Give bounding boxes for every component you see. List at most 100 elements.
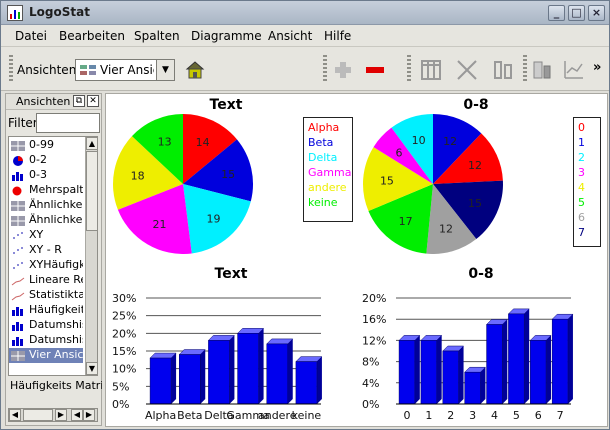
pie-icon [13,156,23,166]
scroll-down-icon[interactable]: ▼ [86,362,97,375]
dot-icon [12,186,22,196]
bar-chart-0-8: 0% 4% 8% 12% 16% 20% 0 1 2 3 4 5 6 7 [362,292,574,422]
bar-3 [464,371,481,405]
sidebar-item[interactable]: Vier Ansichten [9,348,83,363]
x-tick-label: 3 [469,409,476,422]
sidebar-item[interactable]: 0-2 [9,153,83,168]
add-icon[interactable] [331,59,355,81]
grid-icon [11,351,25,361]
pie-value-label: 19 [207,213,221,226]
toolbar-grip[interactable] [9,55,13,83]
pie-value-label: 12 [468,159,482,172]
toolbar-overflow-button[interactable]: » [593,60,602,75]
toolbar-grip-4[interactable] [523,55,527,83]
menu-hilfe[interactable]: Hilfe [324,29,352,43]
menu-spalten[interactable]: Spalten [134,29,180,43]
pie-slice-Beta [183,139,253,202]
sidebar-item[interactable]: Mehrspalten [9,183,83,198]
bar-side [436,335,442,404]
close-icon[interactable]: ✕ [87,95,99,107]
x-tick-label: keine [292,409,322,422]
app-logo-icon [7,5,23,21]
pie-slice-1 [433,114,482,184]
bar-side [200,349,206,404]
pie-value-label: 21 [152,218,166,231]
bar-andere [266,343,288,405]
bar-chart-view-icon[interactable] [531,59,555,81]
sidebar-item[interactable]: Lineare Regression [9,273,83,288]
sidebar-item[interactable]: Statistiktabelle [9,288,83,303]
bar-keine [295,361,318,405]
grid-icon [11,216,25,226]
scroll-left-icon[interactable]: ◀ [9,409,21,421]
table-columns-icon[interactable] [419,59,443,81]
x-tick-label: 4 [491,409,498,422]
sidebar-item-label: Datumshistogramm [29,318,83,331]
sidebar-item-label: Lineare Regression [29,273,83,286]
list-item-haeufigkeits-matrix[interactable]: Häufigkeits Matrix [10,379,102,392]
toolbar-grip-2[interactable] [323,55,327,83]
sidebar-item-label: 0-2 [29,153,47,166]
bar-1 [420,340,437,405]
list-vertical-scrollbar[interactable]: ▲ ▼ [85,137,97,375]
sidebar-item[interactable]: Ähnlichkeit [9,198,83,213]
undock-icon[interactable]: ⧉ [73,95,85,107]
sidebar-item[interactable]: Ähnlichkeit [9,213,83,228]
chevron-down-icon[interactable]: ▼ [156,60,174,80]
menu-datei[interactable]: Datei [15,29,48,43]
pie-value-label: 6 [396,147,403,160]
title-bar[interactable]: LogoStat _ □ × [1,1,609,25]
sidebar-item[interactable]: XYHäufigkeit [9,258,83,273]
sidebar-item[interactable]: Datumshistogramm [9,333,83,348]
bar-side [502,319,508,404]
pie-slice-andere [113,136,183,210]
sidebar-item-label: Vier Ansichten [29,348,83,361]
home-icon[interactable] [183,59,207,81]
menu-ansicht[interactable]: Ansicht [268,29,313,43]
sidebar-item[interactable]: XY [9,228,83,243]
scroll-right-icon[interactable]: ▶ [55,409,67,421]
close-button[interactable]: × [588,5,605,21]
scroll-up-icon[interactable]: ▲ [86,137,97,150]
menu-diagramme[interactable]: Diagramme [191,29,262,43]
sidebar-item[interactable]: XY - R [9,243,83,258]
line-icon [11,292,25,301]
filter-input[interactable] [36,113,100,133]
sidebar-item-label: XYHäufigkeit [29,258,83,271]
sidebar-item[interactable]: 0-3 [9,168,83,183]
list-horizontal-scrollbar[interactable]: ◀ ▶ ◀ ▶ [8,408,98,422]
maximize-button[interactable]: □ [568,5,585,21]
hscroll-thumb[interactable] [23,409,53,421]
menu-bar: Datei Bearbeiten Spalten Diagramme Ansic… [1,25,609,47]
sidebar-item[interactable]: Häufigkeiten [9,303,83,318]
y-tick-label: 20% [112,327,136,340]
scroll-left-icon-2[interactable]: ◀ [71,409,83,421]
column-split-icon[interactable] [491,59,515,81]
legend-entry: 3 [578,166,585,179]
delete-column-icon[interactable] [455,59,479,81]
minimize-button[interactable]: _ [548,5,565,21]
view-select[interactable]: Vier Ansichten ▼ [75,59,175,81]
bar-side [567,314,573,404]
bar-chart-text: 0% 5% 10% 15% 20% 25% 30% Alpha Beta DeltaGammaan… [112,292,323,422]
line-icon [11,277,25,286]
legend-entry: 7 [578,226,585,239]
menu-bearbeiten[interactable]: Bearbeiten [59,29,125,43]
sidebar-item[interactable]: Datumshistogramm [9,318,83,333]
toolbar-grip-3[interactable] [407,55,411,83]
scroll-right-icon-2[interactable]: ▶ [83,409,95,421]
pie-slice-7 [433,180,503,240]
xy-axis-icon[interactable] [561,59,585,81]
pie1-title: Text [209,97,243,113]
pie-slice-Gamma [117,184,192,254]
legend-entry: 5 [578,196,585,209]
bar-icon [12,322,23,331]
y-tick-label: 8% [362,356,379,369]
remove-icon[interactable] [363,59,387,81]
sidebar-title: Ansichten [16,95,71,108]
legend-entry: 2 [578,151,585,164]
scroll-thumb[interactable] [86,151,97,231]
sidebar-item[interactable]: 0-99 [9,138,83,153]
bar-side [287,338,293,404]
